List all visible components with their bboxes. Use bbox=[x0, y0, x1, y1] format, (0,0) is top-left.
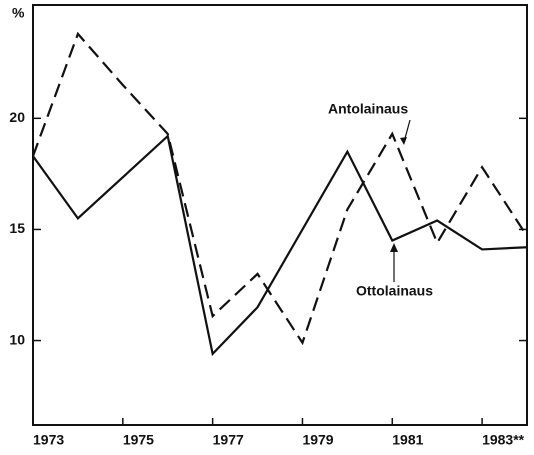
x-tick-label: 1975 bbox=[123, 432, 154, 448]
plot-frame bbox=[32, 4, 528, 426]
x-tick-label: 1983** bbox=[482, 432, 525, 448]
annotation-arrowhead bbox=[400, 137, 407, 145]
x-tick-label: 1979 bbox=[302, 432, 333, 448]
x-tick-label: 1977 bbox=[213, 432, 244, 448]
y-axis-label: % bbox=[12, 5, 25, 21]
y-tick-label: 20 bbox=[9, 109, 25, 125]
y-tick-label: 15 bbox=[9, 220, 25, 236]
x-tick-label: 1973 bbox=[33, 432, 64, 448]
series-label: Antolainaus bbox=[328, 101, 408, 117]
x-tick-label: 1981 bbox=[392, 432, 423, 448]
series-line bbox=[32, 133, 528, 357]
annotation-arrowhead bbox=[390, 243, 398, 252]
series-line bbox=[31, 31, 528, 346]
y-tick-label: 10 bbox=[9, 331, 25, 347]
series-label: Ottolainaus bbox=[356, 283, 433, 299]
